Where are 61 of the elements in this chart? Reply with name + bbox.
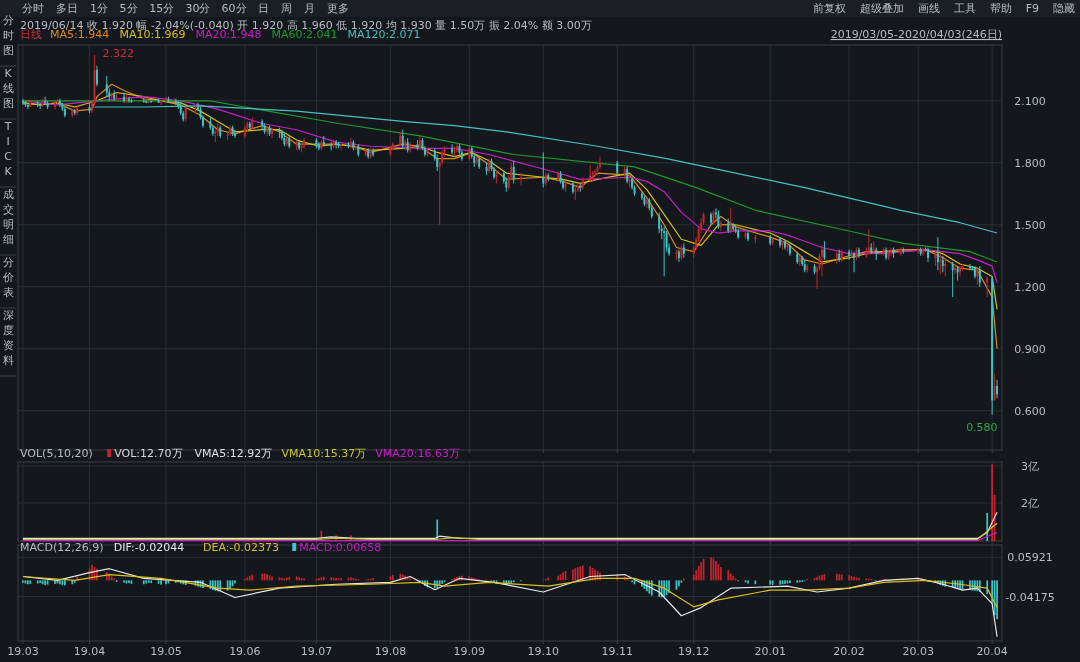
legend-label: MACD:0.00658: [299, 541, 382, 554]
y-tick-label: 3亿: [1021, 460, 1039, 474]
text: 分时图: [2, 14, 14, 57]
x-tick-label: 19.09: [453, 645, 486, 658]
x-tick-label: 19.06: [229, 645, 261, 658]
x-tick-label: 20.03: [902, 645, 934, 658]
text: 月: [303, 2, 315, 15]
chart-title: MACD(12,26,9): [20, 541, 104, 554]
text: 超级叠加: [859, 2, 904, 15]
x-tick-label: 20.04: [976, 645, 1008, 658]
annotation: 2.322: [102, 46, 134, 60]
annotation: 0.580: [966, 420, 998, 434]
text: VMA10:15.37万: [281, 447, 367, 460]
legend-title: 日线: [20, 28, 42, 41]
text: 2019/03/05-2020/04/03(246日): [830, 28, 1002, 41]
text: 工具: [953, 2, 976, 15]
text: 成交明细: [2, 188, 14, 246]
text: 前复权: [812, 2, 846, 15]
text: 分价表: [1, 256, 14, 299]
y-tick-label: 2亿: [1021, 496, 1039, 510]
text: 帮助: [989, 2, 1012, 15]
text: 深度资料: [2, 309, 14, 367]
text: 周: [280, 2, 292, 15]
y-tick-label: 2.100: [1014, 94, 1046, 108]
text: 画线: [917, 2, 940, 15]
text: TICK: [3, 120, 13, 178]
chart-title: VOL(5,10,20): [20, 447, 93, 460]
y-tick-label: 1.500: [1014, 218, 1046, 232]
text: 15分: [149, 2, 175, 15]
text: DEA:-0.02373: [203, 541, 279, 554]
text: K线图: [2, 67, 14, 110]
x-tick-label: 19.04: [73, 645, 106, 658]
legend-label: VOL:12.70万: [114, 447, 183, 460]
text: 30分: [185, 2, 211, 15]
text: 更多: [326, 2, 349, 15]
text: F9: [1025, 2, 1039, 15]
x-tick-label: 20.01: [754, 645, 786, 658]
y-tick-label: 1.200: [1014, 280, 1046, 294]
y-tick-label: -0.04175: [1005, 590, 1055, 604]
x-tick-label: 19.08: [374, 645, 407, 658]
x-tick-label: 19.05: [150, 645, 182, 658]
text: 隐藏: [1053, 2, 1075, 15]
text: VMA5:12.92万: [194, 447, 273, 460]
text: 分时: [22, 2, 44, 15]
text: 日: [257, 2, 269, 15]
text: 多日: [56, 2, 78, 15]
text: 1分: [90, 2, 108, 15]
x-tick-label: 20.02: [833, 645, 865, 658]
text: 60分: [221, 2, 247, 15]
y-tick-label: 0.900: [1014, 342, 1046, 356]
y-tick-label: 0.600: [1014, 404, 1046, 418]
x-tick-label: 19.03: [7, 645, 39, 658]
x-tick-label: 19.10: [527, 645, 560, 658]
series-label: DIF:-0.02044: [113, 541, 185, 554]
y-tick-label: 1.800: [1014, 156, 1046, 170]
x-tick-label: 19.07: [300, 645, 333, 658]
x-tick-label: 19.12: [677, 645, 710, 658]
text: VMA20:16.63万: [375, 447, 460, 460]
text: 5分: [119, 2, 138, 15]
x-tick-label: 19.11: [601, 645, 634, 658]
y-tick-label: 0.05921: [1007, 551, 1053, 565]
